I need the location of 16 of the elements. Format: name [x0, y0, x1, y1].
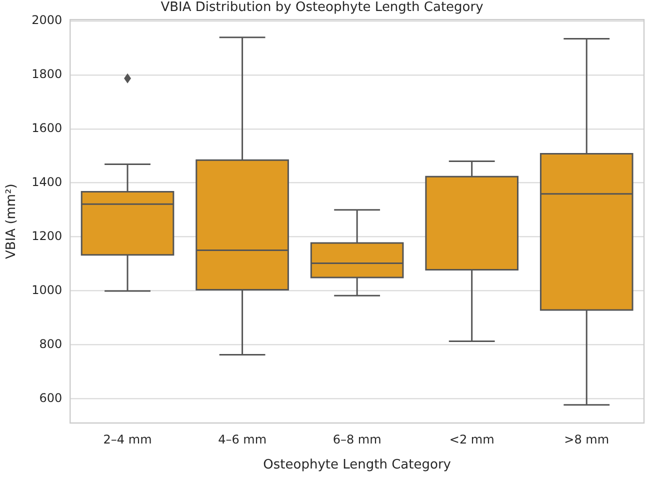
x-tick-label: 4–6 mm [218, 432, 267, 446]
x-tick-label: <2 mm [449, 432, 494, 446]
y-tick-label: 1400 [32, 174, 62, 189]
x-tick-label: >8 mm [564, 432, 610, 446]
y-axis-title: VBIA (mm²) [4, 184, 20, 259]
y-tick-label: 2000 [32, 13, 62, 28]
y-tick-label: 1600 [32, 121, 62, 136]
chart-title: VBIA Distribution by Osteophyte Length Category [160, 0, 484, 16]
y-tick-label: 1800 [32, 67, 62, 82]
x-tick-label: 6–8 mm [332, 432, 382, 446]
y-tick-label: 1200 [32, 228, 62, 243]
x-axis-title: Osteophyte Length Category [263, 458, 452, 473]
y-tick-label: 800 [39, 336, 62, 351]
y-tick-label: 1000 [32, 282, 62, 297]
x-tick-label: 2–4 mm [103, 432, 152, 446]
y-tick-label: 600 [39, 390, 62, 405]
